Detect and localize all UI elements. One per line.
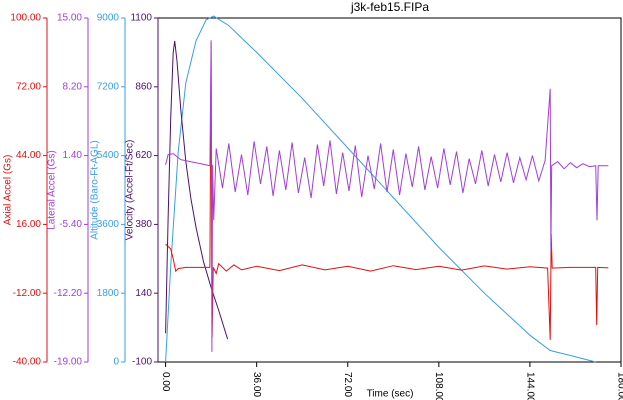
y-tick-label: 380: [135, 219, 152, 230]
y-axis-label: Axial Accel (Gs): [3, 155, 14, 226]
y-tick-label: 0: [113, 357, 119, 368]
y-axis-label: Velocity (Accel-Ft/Sec): [125, 140, 136, 241]
y-tick-label: 620: [135, 150, 152, 161]
x-tick-label: 72.00: [342, 372, 353, 397]
data-line: [165, 15, 596, 363]
data-line: [165, 42, 609, 340]
y-tick-label: -12.00: [13, 288, 42, 299]
data-line: [165, 40, 609, 352]
y-tick-label: 16.00: [16, 219, 41, 230]
y-tick-label: 7200: [97, 81, 120, 92]
y-tick-label: -12.20: [54, 288, 83, 299]
y-axis-label: Lateral Accel (Gs): [47, 150, 58, 229]
y-tick-label: 860: [135, 81, 152, 92]
y-tick-label: 8.20: [63, 81, 83, 92]
y-tick-label: 140: [135, 288, 152, 299]
y-tick-label: -40.00: [13, 357, 42, 368]
y-tick-label: -100: [132, 357, 152, 368]
y-tick-label: 1800: [97, 288, 120, 299]
x-tick-label: 0.00: [160, 372, 171, 392]
x-tick-label: 36.00: [251, 372, 262, 397]
y-tick-label: 9000: [97, 13, 120, 24]
y-tick-label: 1100: [130, 13, 152, 24]
data-line: [165, 40, 229, 340]
y-tick-label: 44.00: [16, 150, 41, 161]
y-tick-label: 1.40: [63, 150, 83, 161]
y-tick-label: -5.40: [59, 219, 82, 230]
y-axis-label: Altitude (Baro-Ft-AGL): [90, 140, 101, 239]
y-tick-label: 3600: [97, 219, 120, 230]
y-tick-label: 72.00: [16, 81, 41, 92]
y-tick-label: 15.00: [57, 13, 82, 24]
y-tick-label: 5400: [97, 150, 120, 161]
x-tick-label: 180.00: [615, 372, 623, 400]
x-tick-label: 108.00: [433, 372, 444, 400]
chart-title: j3k-feb15.FIPa: [350, 0, 429, 14]
x-tick-label: 144.00: [524, 372, 535, 400]
y-tick-label: -19.00: [54, 357, 83, 368]
y-tick-label: 100.00: [10, 13, 41, 24]
x-axis-label: Time (sec): [367, 389, 414, 400]
